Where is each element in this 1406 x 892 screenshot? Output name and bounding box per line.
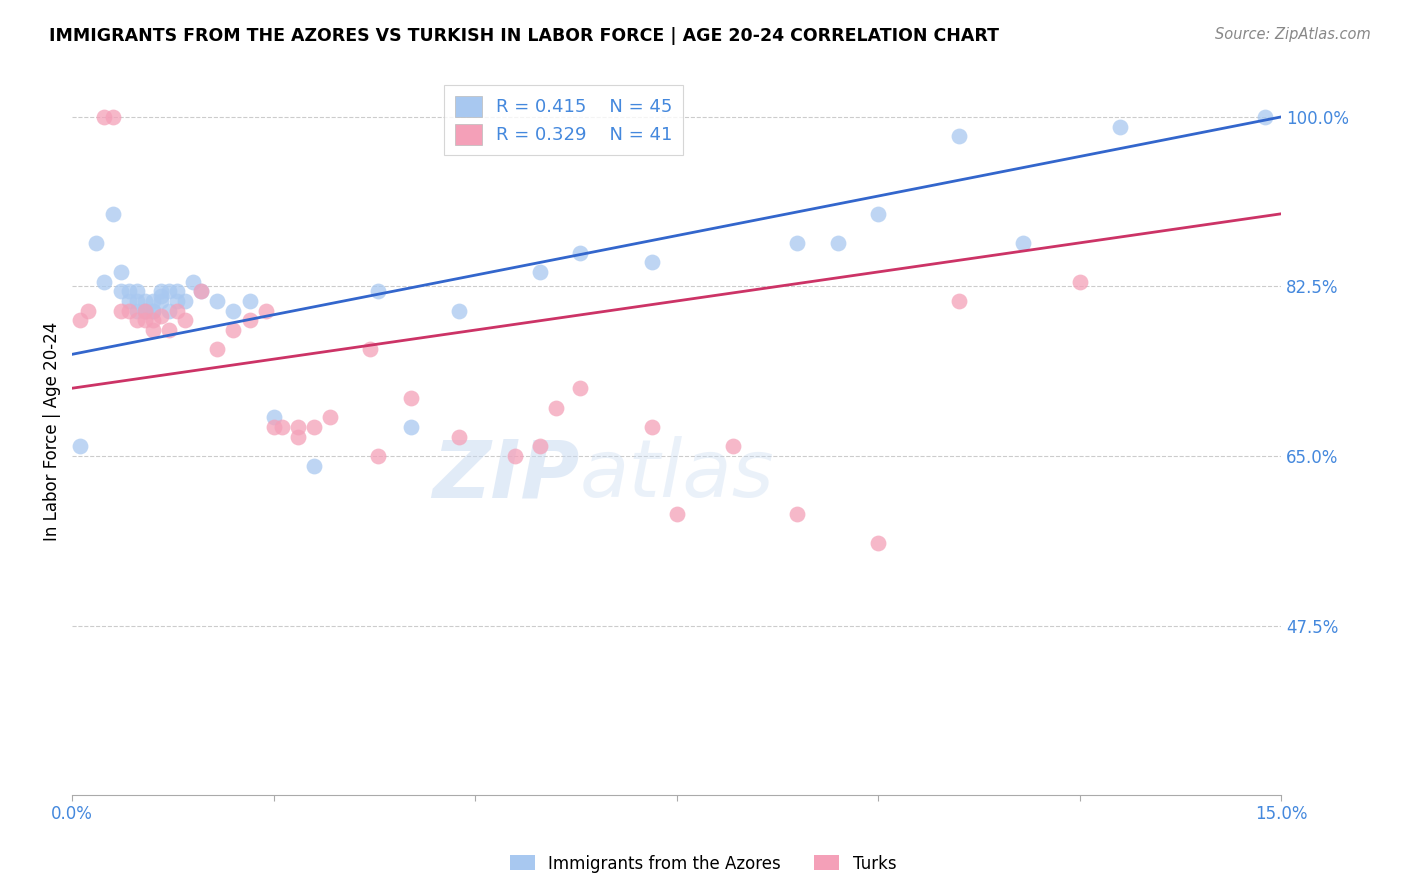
Legend: R = 0.415    N = 45, R = 0.329    N = 41: R = 0.415 N = 45, R = 0.329 N = 41 xyxy=(444,85,683,155)
Point xyxy=(142,303,165,318)
Point xyxy=(166,303,188,318)
Point xyxy=(142,293,165,308)
Point xyxy=(948,129,970,144)
Point xyxy=(157,285,180,299)
Point xyxy=(254,303,277,318)
Point xyxy=(359,343,381,357)
Point xyxy=(207,343,229,357)
Point xyxy=(125,293,148,308)
Point xyxy=(287,430,309,444)
Point xyxy=(77,303,100,318)
Point xyxy=(149,289,172,303)
Point xyxy=(399,391,422,405)
Text: ZIP: ZIP xyxy=(433,436,579,515)
Point xyxy=(190,285,212,299)
Point xyxy=(238,293,260,308)
Point xyxy=(174,293,197,308)
Point xyxy=(263,420,285,434)
Point xyxy=(263,410,285,425)
Text: IMMIGRANTS FROM THE AZORES VS TURKISH IN LABOR FORCE | AGE 20-24 CORRELATION CHA: IMMIGRANTS FROM THE AZORES VS TURKISH IN… xyxy=(49,27,1000,45)
Legend: Immigrants from the Azores, Turks: Immigrants from the Azores, Turks xyxy=(503,848,903,880)
Point xyxy=(142,303,165,318)
Point xyxy=(641,420,664,434)
Point xyxy=(166,285,188,299)
Point xyxy=(529,265,551,279)
Point xyxy=(868,207,890,221)
Point xyxy=(1254,110,1277,124)
Point xyxy=(134,303,156,318)
Point xyxy=(142,313,165,327)
Point xyxy=(157,323,180,337)
Point xyxy=(93,275,115,289)
Point xyxy=(568,381,591,395)
Point xyxy=(786,235,808,250)
Point xyxy=(367,449,389,463)
Point xyxy=(117,293,139,308)
Point xyxy=(367,285,389,299)
Point xyxy=(117,303,139,318)
Point xyxy=(110,265,132,279)
Point xyxy=(302,458,325,473)
Point xyxy=(1069,275,1091,289)
Point xyxy=(166,293,188,308)
Point xyxy=(101,207,124,221)
Point xyxy=(786,507,808,521)
Point xyxy=(142,323,165,337)
Point xyxy=(287,420,309,434)
Point xyxy=(568,245,591,260)
Point xyxy=(721,439,744,453)
Point xyxy=(505,449,527,463)
Y-axis label: In Labor Force | Age 20-24: In Labor Force | Age 20-24 xyxy=(44,322,60,541)
Point xyxy=(93,110,115,124)
Point xyxy=(1108,120,1130,134)
Point xyxy=(134,293,156,308)
Point xyxy=(302,420,325,434)
Text: atlas: atlas xyxy=(579,436,775,515)
Point xyxy=(319,410,342,425)
Point xyxy=(134,303,156,318)
Point xyxy=(270,420,292,434)
Point xyxy=(149,293,172,308)
Point xyxy=(86,235,108,250)
Point xyxy=(149,285,172,299)
Point xyxy=(222,303,245,318)
Point xyxy=(69,439,91,453)
Point xyxy=(238,313,260,327)
Point xyxy=(1012,235,1035,250)
Point xyxy=(125,313,148,327)
Point xyxy=(827,235,849,250)
Point xyxy=(529,439,551,453)
Point xyxy=(125,303,148,318)
Point xyxy=(665,507,688,521)
Point xyxy=(110,303,132,318)
Point xyxy=(399,420,422,434)
Point xyxy=(117,285,139,299)
Point xyxy=(222,323,245,337)
Point xyxy=(544,401,567,415)
Point xyxy=(134,313,156,327)
Point xyxy=(181,275,204,289)
Point xyxy=(447,430,470,444)
Text: Source: ZipAtlas.com: Source: ZipAtlas.com xyxy=(1215,27,1371,42)
Point xyxy=(190,285,212,299)
Point xyxy=(110,285,132,299)
Point xyxy=(948,293,970,308)
Point xyxy=(868,536,890,550)
Point xyxy=(134,303,156,318)
Point xyxy=(149,309,172,323)
Point xyxy=(447,303,470,318)
Point xyxy=(69,313,91,327)
Point xyxy=(101,110,124,124)
Point xyxy=(157,303,180,318)
Point xyxy=(207,293,229,308)
Point xyxy=(125,285,148,299)
Point xyxy=(174,313,197,327)
Point xyxy=(641,255,664,269)
